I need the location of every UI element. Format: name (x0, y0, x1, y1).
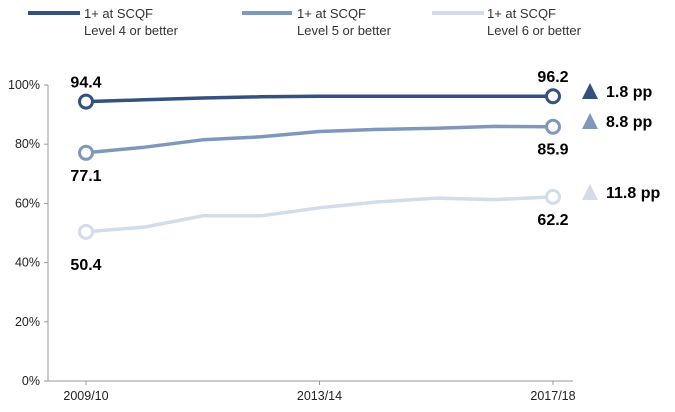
up-triangle-icon (582, 83, 598, 99)
y-tick-label: 100% (8, 78, 40, 92)
change-indicator-3: 11.8 pp (582, 184, 660, 202)
start-point-marker (78, 144, 94, 161)
series-line (85, 124, 554, 155)
x-axis-ticks: 2009/10 2013/14 2017/18 (63, 381, 576, 403)
legend-label-level-6-line1: 1+ at SCQF (487, 6, 556, 21)
y-tick-label: 40% (15, 256, 40, 270)
change-value-label: 8.8 pp (606, 114, 652, 131)
legend-item-level-5: 1+ at SCQF Level 5 or better (242, 6, 392, 38)
start-value-label: 77.1 (70, 168, 101, 185)
change-value-label: 1.8 pp (606, 84, 652, 101)
x-tick-label: 2017/18 (530, 389, 575, 403)
legend-item-level-6: 1+ at SCQF Level 6 or better (432, 6, 582, 38)
series-3: 50.4 62.2 (70, 188, 569, 274)
end-value-label: 85.9 (537, 142, 568, 159)
change-indicators: 1.8 pp 8.8 pp 11.8 pp (582, 83, 660, 202)
legend-label-level-4-line2: Level 4 or better (84, 23, 179, 38)
series-1: 94.4 96.2 (70, 69, 569, 110)
series-2: 77.1 85.9 (70, 118, 569, 185)
start-point-marker (78, 93, 94, 110)
y-tick-label: 80% (15, 137, 40, 151)
y-axis-ticks: 0% 20% 40% 60% 80% 100% (8, 78, 48, 388)
x-tick-label: 2013/14 (297, 389, 342, 403)
legend-label-level-5-line1: 1+ at SCQF (297, 6, 366, 21)
end-point-marker (545, 118, 561, 135)
change-value-label: 11.8 pp (606, 185, 660, 202)
up-triangle-icon (582, 113, 598, 129)
change-indicator-1: 1.8 pp (582, 83, 652, 101)
x-tick-label: 2009/10 (63, 389, 108, 403)
legend-item-level-4: 1+ at SCQF Level 4 or better (28, 6, 179, 38)
series-line (85, 94, 553, 104)
end-value-label: 96.2 (537, 69, 568, 86)
start-point-marker (78, 223, 94, 240)
legend-label-level-4-line1: 1+ at SCQF (84, 6, 153, 21)
change-indicator-2: 8.8 pp (582, 113, 652, 131)
legend-label-level-5-line2: Level 5 or better (297, 23, 392, 38)
y-tick-label: 60% (15, 196, 40, 210)
end-value-label: 62.2 (537, 212, 568, 229)
up-triangle-icon (582, 184, 598, 200)
start-value-label: 94.4 (70, 75, 101, 92)
legend: 1+ at SCQF Level 4 or better 1+ at SCQF … (28, 6, 582, 38)
y-tick-label: 20% (15, 315, 40, 329)
end-point-marker (545, 188, 561, 205)
legend-label-level-6-line2: Level 6 or better (487, 23, 582, 38)
end-point-marker (545, 88, 561, 105)
axes: 0% 20% 40% 60% 80% 100% 2009/10 2013/14 2017/18 (8, 78, 576, 403)
series-line (85, 195, 554, 234)
y-tick-label: 0% (22, 374, 40, 388)
series-layer: 94.4 96.2 77.1 85.9 50.4 62.2 (70, 69, 568, 274)
start-value-label: 50.4 (70, 257, 101, 274)
